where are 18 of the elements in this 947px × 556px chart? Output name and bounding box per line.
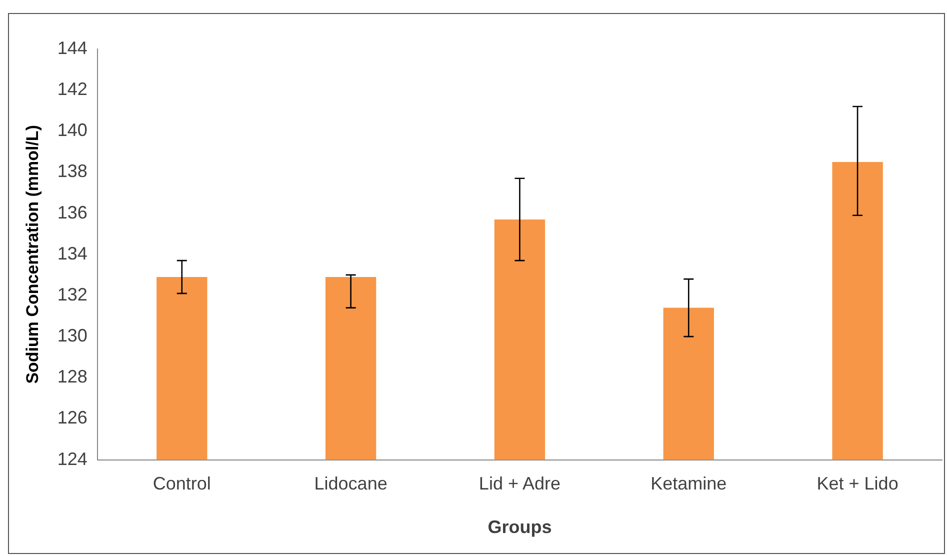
y-tick-label: 134 bbox=[57, 243, 88, 264]
y-tick-label: 132 bbox=[57, 284, 88, 304]
x-axis-title: Groups bbox=[488, 517, 552, 538]
x-tick-label: Lid + Adre bbox=[478, 474, 560, 494]
x-tick-label: Ket + Lido bbox=[816, 474, 898, 494]
y-tick-label: 128 bbox=[57, 366, 88, 387]
x-tick-label: Lidocane bbox=[314, 474, 388, 494]
y-tick-label: 140 bbox=[57, 120, 88, 140]
y-axis-title: Sodium Concentration (mmol/L) bbox=[22, 125, 42, 384]
y-tick-label: 126 bbox=[57, 408, 88, 428]
y-tick-label: 144 bbox=[57, 38, 88, 58]
y-tick-label: 124 bbox=[57, 448, 88, 469]
y-tick-label: 130 bbox=[57, 326, 88, 346]
x-tick-label: Ketamine bbox=[650, 474, 727, 494]
x-tick-label: Control bbox=[152, 474, 211, 494]
y-tick-label: 136 bbox=[57, 202, 88, 222]
y-tick-label: 138 bbox=[57, 161, 88, 182]
y-tick-label: 142 bbox=[57, 79, 88, 100]
